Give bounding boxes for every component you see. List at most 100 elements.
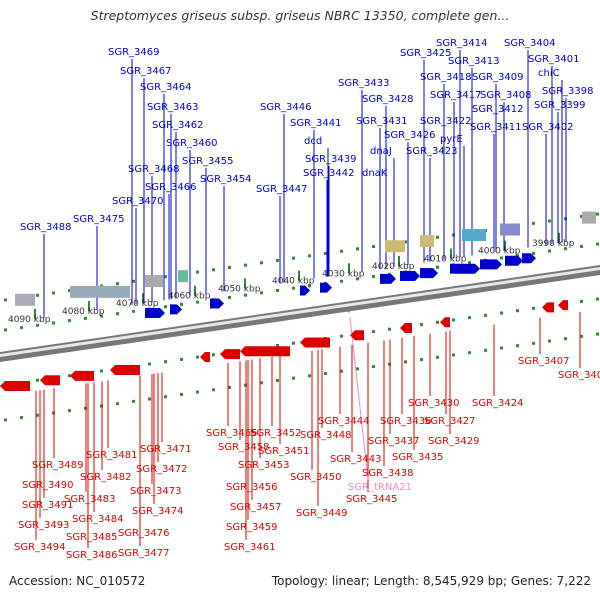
gene-label-bottom-8: SGR_3483 (64, 494, 116, 505)
scale-row-top-dot (308, 254, 311, 258)
scale-row-lower-dot (420, 323, 423, 327)
scale-row-upper-dot (228, 295, 231, 299)
scale-row-top-dot (292, 256, 295, 260)
gene-label-bottom-0: SGR_3489 (32, 460, 84, 471)
scale-row-bottom-dot (468, 351, 471, 355)
scale-row-lower-dot (580, 299, 583, 303)
scale-row-upper-dot (436, 265, 439, 269)
scale-row-upper-dot (100, 314, 103, 318)
scale-row-upper-dot (132, 309, 135, 313)
gene-label-bottom-41: SGR_3406 (558, 370, 600, 381)
scale-row-lower-dot (340, 334, 343, 338)
scale-row-bottom-dot (4, 418, 7, 422)
scale-major-tick (34, 308, 36, 319)
scale-row-lower-dot (516, 309, 519, 313)
gene-label-top-8: SGR_3468 (128, 164, 180, 175)
gene-label-top-7: SGR_3454 (200, 174, 252, 185)
gene-label-bottom-1: SGR_3490 (22, 480, 74, 491)
scale-row-top-dot (548, 219, 551, 223)
gene-label-bottom-18: SGR_3458 (218, 442, 270, 453)
scale-row-bottom-dot (532, 341, 535, 345)
gene-label-top-26: SGR_3418 (420, 72, 472, 83)
scale-row-bottom-dot (116, 402, 119, 406)
scale-row-lower-dot (372, 330, 375, 334)
gene-label-bottom-14: SGR_3473 (130, 486, 182, 497)
gene-label-top-3: SGR_3463 (147, 102, 199, 113)
gene-label-bottom-26: SGR_3450 (290, 472, 342, 483)
gene-label-top-0: SGR_3469 (108, 47, 160, 58)
scale-major-tick (298, 270, 300, 281)
reverse-gene-8 (350, 330, 364, 341)
forward-gene-11 (522, 253, 536, 264)
gene-label-bottom-2: SGR_3491 (22, 500, 74, 511)
scale-row-top-dot (404, 240, 407, 244)
gene-label-bottom-39: SGR_3424 (472, 398, 524, 409)
scale-row-bottom-dot (420, 358, 423, 362)
forward-gene-7 (420, 268, 438, 279)
scale-row-bottom-dot (228, 385, 231, 389)
scale-label-0: 4090 kbp (8, 315, 51, 325)
scale-row-top-dot (372, 245, 375, 249)
gene-label-bottom-13: SGR_3474 (132, 506, 184, 517)
gene-label-bottom-4: SGR_3494 (14, 542, 66, 553)
gene-label-top-15: dcd (304, 136, 322, 147)
gene-glyphs (0, 211, 596, 391)
scale-row-upper-dot (340, 279, 343, 283)
chromosome-backbone (0, 265, 600, 362)
scale-row-bottom-dot (276, 378, 279, 382)
scale-row-bottom-dot (180, 392, 183, 396)
gene-label-top-32: SGR_3413 (448, 56, 500, 67)
gene-label-bottom-27: SGR_3448 (300, 430, 352, 441)
forward-gene-4 (320, 282, 332, 293)
gene-label-top-37: SGR_3408 (480, 90, 532, 101)
gene-label-bottom-5: SGR_3486 (66, 550, 118, 561)
gene-label-top-6: SGR_3455 (182, 156, 234, 167)
gene-label-top-18: SGR_3447 (256, 184, 308, 195)
gene-label-top-27: SGR_3417 (430, 90, 482, 101)
gene-label-top-39: SGR_3411 (470, 122, 522, 133)
scale-row-upper-dot (164, 305, 167, 309)
scale-major-tick (558, 232, 560, 243)
scale-row-bottom-dot (404, 360, 407, 364)
scale-row-lower-dot (452, 318, 455, 322)
leader-rna-0 (349, 317, 369, 481)
scale-label-6: 4030 kbp (322, 269, 365, 279)
reverse-gene-1 (40, 375, 60, 386)
scale-row-top-dot (340, 249, 343, 253)
gene-label-top-21: SGR_3431 (356, 116, 408, 127)
scale-row-top-dot (116, 282, 119, 286)
scale-row-bottom-dot (580, 334, 583, 338)
gene-label-bottom-29: SGR_3444 (318, 416, 370, 427)
gene-label-bottom-38: SGR_3429 (428, 436, 480, 447)
reverse-gene-5 (220, 349, 240, 360)
forward-gene-10 (505, 255, 523, 266)
gene-label-bottom-24: SGR_3452 (250, 428, 302, 439)
scale-row-bottom-dot (436, 355, 439, 359)
gene-label-bottom-9: SGR_3482 (80, 472, 132, 483)
gene-label-top-29: pyrE (440, 134, 463, 145)
scale-label-10: 3990 kbp (532, 239, 575, 249)
scale-row-lower-dot (468, 316, 471, 320)
map-title: Streptomyces griseus subsp. griseus NBRC… (90, 8, 510, 23)
scale-row-lower-dot (596, 297, 599, 301)
reverse-gene-7 (300, 337, 330, 348)
forward-gene-6 (400, 271, 420, 281)
reverse-gene-11 (542, 302, 554, 313)
scale-row-lower-dot (500, 311, 503, 315)
scale-row-bottom-dot (452, 353, 455, 357)
scale-major-tick (398, 256, 400, 267)
gene-label-top-25: SGR_3425 (400, 48, 452, 59)
scale-row-lower-dot (148, 362, 151, 366)
backbone-highlight (0, 267, 600, 357)
scale-row-lower-dot (164, 360, 167, 364)
scale-row-bottom-dot (596, 332, 599, 336)
gene-label-top-34: SGR_3404 (504, 38, 556, 49)
scale-row-upper-dot (20, 326, 23, 330)
feature-block-2 (385, 240, 405, 253)
scale-row-upper-dot (244, 293, 247, 297)
scale-major-tick (244, 278, 246, 289)
gene-label-bottom-40: SGR_3407 (518, 356, 570, 367)
scale-label-5: 4040 kbp (272, 277, 315, 287)
scale-row-upper-dot (84, 316, 87, 320)
